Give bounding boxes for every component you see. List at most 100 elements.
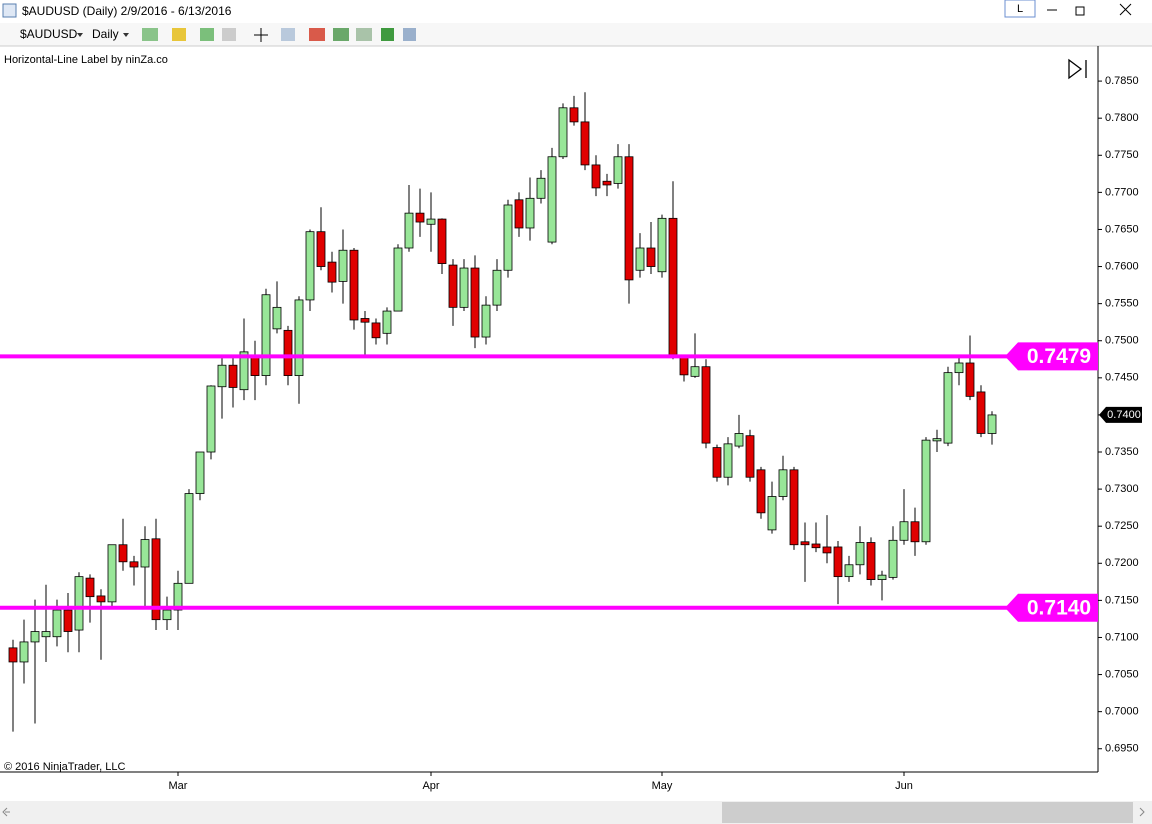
candle-body bbox=[30, 631, 40, 643]
candle-body bbox=[976, 391, 986, 434]
strategies-button[interactable] bbox=[333, 28, 349, 41]
candle-body bbox=[514, 199, 524, 229]
dropdown-arrow[interactable] bbox=[123, 33, 129, 37]
price-label: 0.7479 bbox=[1027, 345, 1091, 368]
indicators-button[interactable] bbox=[309, 28, 325, 41]
candle-body bbox=[690, 366, 700, 377]
x-tick-label: Mar bbox=[169, 780, 188, 792]
last-price-label: 0.7400 bbox=[1107, 409, 1141, 421]
candle-body bbox=[459, 267, 469, 308]
candle-body bbox=[85, 577, 95, 598]
x-tick-label: Apr bbox=[422, 780, 439, 792]
candle-body bbox=[316, 231, 326, 267]
y-tick-label: 0.7700 bbox=[1105, 186, 1139, 198]
candle-body bbox=[96, 595, 106, 603]
close-button[interactable] bbox=[1119, 3, 1132, 16]
candle-body bbox=[580, 121, 590, 166]
candle-body bbox=[888, 539, 898, 578]
candle-body bbox=[734, 433, 744, 447]
restore-button[interactable] bbox=[1075, 6, 1085, 16]
order-button[interactable] bbox=[381, 28, 394, 41]
y-tick-label: 0.6950 bbox=[1105, 743, 1139, 755]
crosshair-button[interactable] bbox=[254, 28, 268, 42]
window-title: $AUDUSD (Daily) 2/9/2016 - 6/13/2016 bbox=[22, 4, 232, 18]
candle-body bbox=[844, 564, 854, 578]
y-tick-label: 0.7050 bbox=[1105, 668, 1139, 680]
candle-body bbox=[987, 414, 997, 434]
candle-body bbox=[448, 264, 458, 308]
candle-body bbox=[789, 469, 799, 546]
dropdown-arrow[interactable] bbox=[77, 33, 83, 37]
scroll-right[interactable] bbox=[1139, 807, 1145, 817]
candle-body bbox=[833, 546, 843, 578]
y-tick-label: 0.7100 bbox=[1105, 631, 1139, 643]
candle-body bbox=[932, 438, 942, 442]
candle-body bbox=[382, 310, 392, 334]
y-tick-label: 0.7650 bbox=[1105, 223, 1139, 235]
candle-body bbox=[624, 156, 634, 281]
price-label-box bbox=[1005, 342, 1098, 371]
plot: 0.6950 0.7000 0.7050 0.7100 0.7150 0.7200 0.72… bbox=[0, 75, 1142, 792]
candle-body bbox=[140, 539, 150, 568]
candle-body bbox=[954, 362, 964, 374]
interval-selector[interactable]: Daily bbox=[92, 27, 119, 41]
indicator-label: Horizontal-Line Label by ninZa.co bbox=[4, 54, 168, 66]
candle-body bbox=[349, 249, 359, 321]
y-tick-label: 0.7000 bbox=[1105, 706, 1139, 718]
candle-body bbox=[866, 542, 876, 581]
candle-body bbox=[228, 364, 238, 388]
y-tick-label: 0.7850 bbox=[1105, 75, 1139, 87]
scroll-to-end-button[interactable] bbox=[1068, 58, 1087, 80]
drawing-tool-button[interactable] bbox=[172, 28, 186, 41]
x-tick-label: Jun bbox=[895, 780, 913, 792]
candle-body bbox=[613, 156, 623, 184]
candle-body bbox=[41, 631, 51, 638]
y-tick-label: 0.7500 bbox=[1105, 335, 1139, 347]
candle-body bbox=[393, 247, 403, 312]
candle-body bbox=[569, 107, 579, 123]
scroll-left[interactable] bbox=[2, 807, 10, 817]
candle-body bbox=[8, 647, 18, 663]
candle-body bbox=[19, 641, 29, 663]
candle-body bbox=[602, 180, 612, 186]
candle-body bbox=[63, 609, 73, 632]
y-tick-label: 0.7800 bbox=[1105, 112, 1139, 124]
candle-body bbox=[195, 451, 205, 494]
candle-body bbox=[558, 107, 568, 158]
candle-body bbox=[591, 164, 601, 189]
chart-style-button[interactable] bbox=[142, 28, 158, 41]
candle-body bbox=[635, 247, 645, 271]
scrollbar-thumb[interactable] bbox=[722, 802, 1133, 823]
candle-body bbox=[668, 217, 678, 356]
candle-body bbox=[811, 543, 821, 549]
zoom-in-button[interactable] bbox=[200, 28, 214, 41]
candle-body bbox=[371, 322, 381, 339]
templates-button[interactable] bbox=[356, 28, 372, 41]
zoom-out-button[interactable] bbox=[222, 28, 236, 41]
candle-body bbox=[250, 356, 260, 377]
candle-body bbox=[470, 267, 480, 338]
candle-body bbox=[877, 574, 887, 581]
data-box-button[interactable] bbox=[281, 28, 295, 41]
candle-body bbox=[899, 521, 909, 541]
candle-body bbox=[283, 329, 293, 377]
layout-button-label[interactable]: L bbox=[1017, 3, 1023, 15]
symbol-selector[interactable]: $AUDUSD bbox=[20, 27, 78, 41]
candle-body bbox=[712, 447, 722, 478]
candle-body bbox=[173, 582, 183, 611]
layout-button[interactable] bbox=[1004, 0, 1036, 18]
candle-body bbox=[503, 204, 513, 271]
y-tick-label: 0.7150 bbox=[1105, 594, 1139, 606]
y-tick-label: 0.7300 bbox=[1105, 483, 1139, 495]
candle-body bbox=[404, 212, 414, 249]
candle-body bbox=[778, 469, 788, 497]
candle-body bbox=[767, 496, 777, 531]
last-price-box bbox=[1099, 406, 1142, 423]
candle-body bbox=[129, 561, 139, 568]
candle-body bbox=[822, 546, 832, 554]
candle-body bbox=[965, 362, 975, 397]
properties-button[interactable] bbox=[403, 28, 416, 41]
candle-body bbox=[800, 541, 810, 546]
candle-body bbox=[910, 521, 920, 543]
